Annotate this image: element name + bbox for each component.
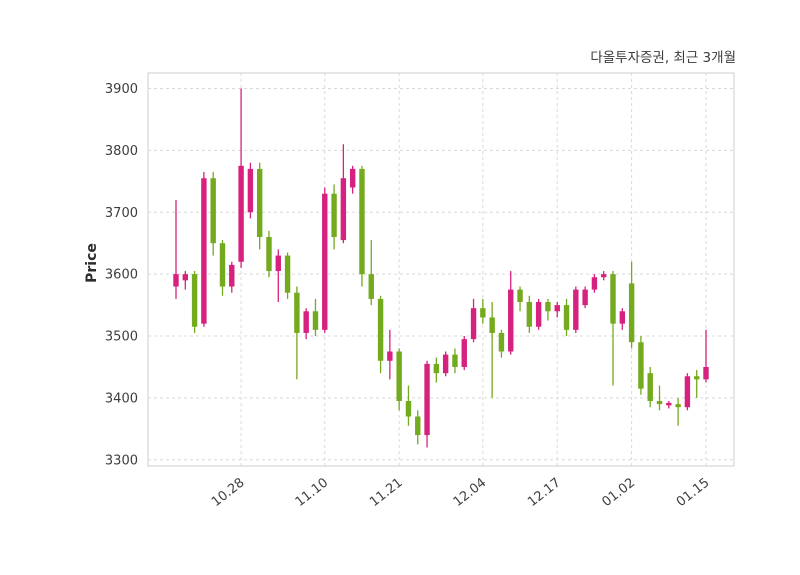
candle-body [387, 351, 393, 361]
candle-body [405, 401, 412, 417]
candle-body [442, 354, 449, 374]
candle-body [554, 305, 560, 312]
y-tick-label: 3700 [105, 206, 138, 221]
candle-body [219, 243, 226, 287]
candle-body [452, 354, 458, 367]
y-tick-label: 3300 [105, 453, 138, 468]
candle-body [508, 289, 514, 352]
x-tick-label: 01.15 [674, 475, 713, 510]
candle-body [619, 311, 626, 324]
candle-body [294, 292, 300, 333]
candle-body [703, 366, 709, 380]
candle-body [638, 342, 644, 389]
candle-body [415, 416, 421, 436]
candle-body [210, 178, 216, 244]
candle-body [229, 264, 235, 287]
y-tick-label: 3500 [105, 330, 138, 345]
candle-body [675, 404, 681, 408]
candle-body [182, 274, 188, 281]
candle-body [535, 301, 542, 327]
candle-body [424, 363, 430, 436]
candle-body [647, 373, 653, 402]
candle-body [684, 376, 691, 408]
candle-body [322, 193, 328, 330]
candle-body [173, 274, 179, 287]
candle-body [601, 274, 607, 278]
x-tick-label: 11.21 [367, 475, 406, 510]
x-tick-label: 12.04 [451, 475, 490, 510]
candle-body [238, 165, 244, 262]
candle-body [480, 308, 486, 318]
chart-title: 다올투자증권, 최근 3개월 [590, 50, 736, 66]
candle-body [266, 237, 272, 272]
candle-body [331, 193, 337, 238]
candle-body [312, 311, 319, 330]
x-tick-label: 11.10 [293, 475, 332, 510]
candle-body [247, 168, 254, 213]
candle-body [628, 283, 635, 343]
candle-body [284, 255, 291, 293]
candle-body [396, 351, 402, 402]
candle-body [610, 274, 616, 324]
candle-body [303, 311, 309, 333]
candle-body [573, 289, 579, 330]
candle-body [461, 339, 467, 367]
candle-body [368, 274, 374, 299]
candle-body [656, 401, 663, 405]
y-tick-label: 3800 [105, 144, 138, 159]
candle-body [340, 178, 347, 241]
candle-body [275, 255, 281, 272]
y-tick-label: 3400 [105, 391, 138, 406]
candle-body [517, 289, 523, 302]
candle-body [377, 298, 384, 361]
candle-body [526, 301, 533, 327]
candle-body [433, 363, 440, 374]
candle-body [591, 277, 598, 290]
plot-area [147, 72, 735, 467]
y-tick-label: 3600 [105, 268, 138, 283]
candle-body [256, 168, 263, 238]
candle-body [545, 301, 551, 312]
x-tick-label: 01.02 [600, 475, 639, 510]
candle-body [694, 376, 700, 380]
candle-body [191, 274, 198, 327]
candle-body [498, 332, 505, 352]
candle-body [582, 289, 588, 306]
candle-body [359, 168, 365, 275]
x-tick-label: 10.28 [209, 475, 248, 510]
candle-body [666, 402, 672, 406]
candle-body [489, 317, 495, 333]
candle-body [349, 168, 356, 188]
x-tick-label: 12.17 [525, 475, 564, 510]
candle-body [563, 305, 570, 330]
y-tick-label: 3900 [105, 82, 138, 97]
candle-body [201, 178, 207, 324]
candle-body [470, 308, 477, 340]
